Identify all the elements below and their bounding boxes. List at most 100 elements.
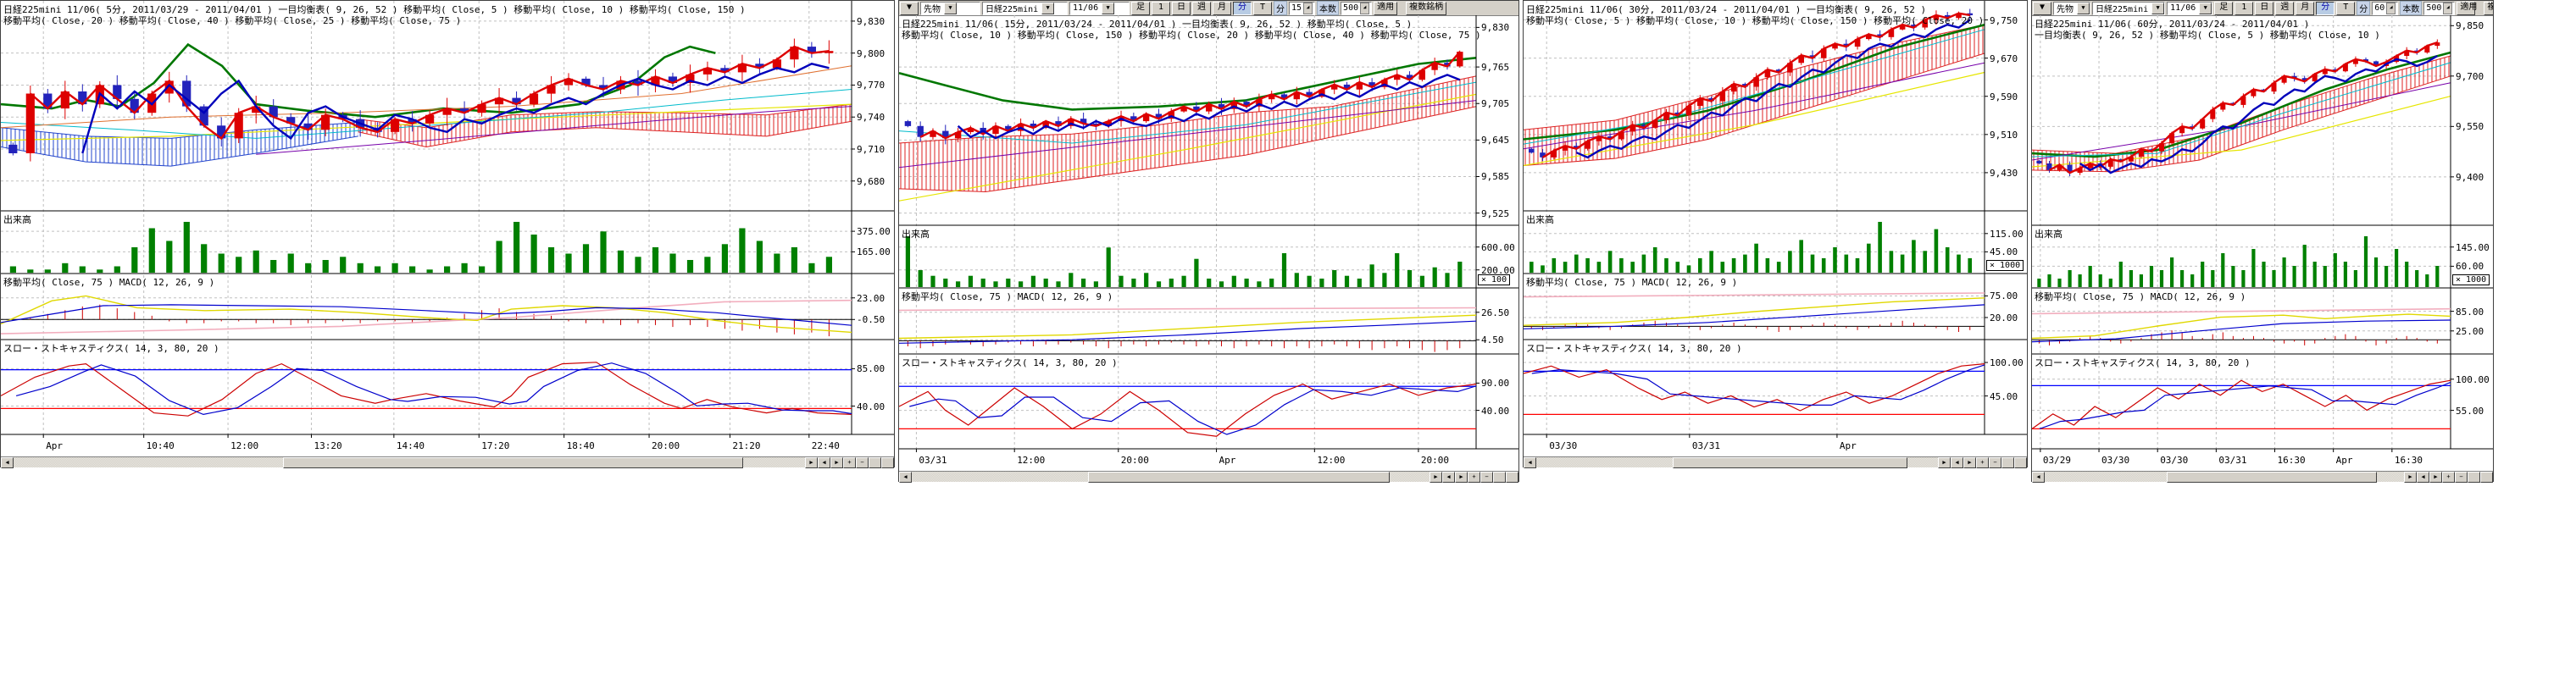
multi-symbol-button[interactable]: 複数銘柄 bbox=[2484, 1, 2493, 15]
period-button-1[interactable]: 1 bbox=[2235, 1, 2254, 15]
instrument-type-select[interactable]: 先物 ▼ bbox=[920, 1, 980, 15]
period-button-週[interactable]: 週 bbox=[1192, 1, 1211, 15]
period-button-週[interactable]: 週 bbox=[2275, 1, 2295, 15]
chart-scale-button[interactable] bbox=[2014, 457, 2027, 468]
bar-type-label-button[interactable]: 足 bbox=[1131, 1, 1150, 15]
apply-button[interactable]: 適用 bbox=[1374, 1, 1398, 15]
chart-scale-button[interactable]: + bbox=[2442, 472, 2455, 483]
chevron-down-icon[interactable]: ▼ bbox=[944, 2, 957, 14]
chart-scale-button[interactable]: ▶ bbox=[1963, 457, 1976, 468]
period-button-T[interactable]: T bbox=[1253, 1, 1272, 15]
period-button-月[interactable]: 月 bbox=[2296, 1, 2315, 15]
time-axis-label: 03/31 bbox=[919, 455, 947, 466]
scroll-left-button[interactable]: ◀ bbox=[1, 457, 14, 468]
period-button-1[interactable]: 1 bbox=[1152, 1, 1170, 15]
bar-count-label: 本数 bbox=[1317, 1, 1340, 15]
chart-scale-button[interactable]: − bbox=[1989, 457, 2001, 468]
chart-scale-button[interactable] bbox=[2480, 472, 2493, 483]
chart-scale-button[interactable] bbox=[869, 457, 881, 468]
time-axis-label: 16:30 bbox=[2277, 455, 2306, 466]
scroll-right-button[interactable]: ▶ bbox=[1430, 472, 1442, 483]
combo-value: 先物 bbox=[924, 5, 941, 14]
price-axis-label: 9,740 bbox=[857, 112, 886, 124]
bar-count-spinner[interactable]: 500 ◢ bbox=[1341, 1, 1373, 15]
price-axis-label: 9,525 bbox=[1481, 207, 1510, 219]
volume-axis-label: 165.00 bbox=[857, 246, 891, 258]
period-button-T[interactable]: T bbox=[2336, 1, 2356, 15]
chart-scale-button[interactable] bbox=[2468, 472, 2480, 483]
chevron-down-icon[interactable]: ▼ bbox=[2077, 2, 2090, 14]
scrollbar-track[interactable] bbox=[1536, 457, 1938, 468]
scroll-left-button[interactable]: ◀ bbox=[1524, 457, 1536, 468]
chart-scale-button[interactable]: + bbox=[1976, 457, 1989, 468]
chart-scale-button[interactable]: ◀ bbox=[1951, 457, 1963, 468]
window-menu-button[interactable]: ▼ bbox=[2033, 1, 2051, 15]
chevron-down-icon[interactable]: ▼ bbox=[2151, 2, 2165, 14]
spinner-arrows-icon[interactable]: ◢ bbox=[1303, 2, 1313, 14]
scrollbar-track[interactable] bbox=[14, 457, 805, 468]
chart-scale-button[interactable]: ◀ bbox=[1442, 472, 1455, 483]
chart-window-30min: 日経225mini 11/06( 30分, 2011/03/24 - 2011/… bbox=[1523, 0, 2028, 468]
scrollbar-thumb[interactable] bbox=[2167, 472, 2378, 483]
period-button-月[interactable]: 月 bbox=[1213, 1, 1231, 15]
volume-multiplier-badge: × 1000 bbox=[2452, 274, 2490, 285]
chart-scale-button[interactable] bbox=[881, 457, 894, 468]
scrollbar-thumb[interactable] bbox=[1087, 472, 1391, 483]
price-axis-label: 9,430 bbox=[1990, 167, 2018, 179]
horizontal-scrollbar[interactable]: ◀ ▶ ◀ ▶ + − bbox=[2032, 471, 2493, 483]
macd-axis-label: 75.00 bbox=[1990, 290, 2018, 302]
scrollbar-thumb[interactable] bbox=[282, 457, 744, 468]
scroll-left-button[interactable]: ◀ bbox=[2032, 472, 2045, 483]
chevron-down-icon[interactable]: ▼ bbox=[1102, 2, 1115, 14]
chart-scale-button[interactable] bbox=[1493, 472, 1506, 483]
spinner-arrows-icon[interactable]: ◢ bbox=[1360, 2, 1370, 14]
chart-scale-button[interactable] bbox=[1506, 472, 1518, 483]
chart-scale-button[interactable]: ▶ bbox=[830, 457, 843, 468]
instrument-type-select[interactable]: 先物 ▼ bbox=[2053, 1, 2090, 15]
price-axis-label: 9,800 bbox=[857, 47, 886, 59]
price-axis-label: 9,590 bbox=[1990, 91, 2018, 102]
time-axis-label: 16:30 bbox=[2394, 455, 2423, 466]
scrollbar-thumb[interactable] bbox=[1673, 457, 1908, 468]
scrollbar-track[interactable] bbox=[912, 472, 1430, 483]
horizontal-scrollbar[interactable]: ◀ ▶ ◀ ▶ + − bbox=[1524, 456, 2027, 468]
contract-month-select[interactable]: 11/06 ▼ bbox=[2167, 1, 2213, 15]
chart-scale-button[interactable]: + bbox=[843, 457, 856, 468]
bar-type-label-button[interactable]: 足 bbox=[2214, 1, 2234, 15]
scroll-right-button[interactable]: ▶ bbox=[2404, 472, 2417, 483]
minutes-spinner[interactable]: 15 ◢ bbox=[1289, 1, 1316, 15]
symbol-select[interactable]: 日経225mini ▼ bbox=[982, 1, 1068, 15]
scroll-right-button[interactable]: ▶ bbox=[805, 457, 818, 468]
minutes-value: 60 bbox=[2374, 3, 2385, 13]
scroll-left-button[interactable]: ◀ bbox=[899, 472, 912, 483]
period-button-分[interactable]: 分 bbox=[2316, 1, 2335, 15]
bar-count-spinner[interactable]: 500 ◢ bbox=[2423, 1, 2456, 15]
period-button-日[interactable]: 日 bbox=[1172, 1, 1191, 15]
chart-scale-button[interactable]: ◀ bbox=[2417, 472, 2429, 483]
window-menu-button[interactable]: ▼ bbox=[900, 1, 919, 15]
chart-scale-button[interactable] bbox=[2001, 457, 2014, 468]
spinner-arrows-icon[interactable]: ◢ bbox=[2443, 2, 2453, 14]
chart-scale-button[interactable]: − bbox=[856, 457, 869, 468]
scroll-right-button[interactable]: ▶ bbox=[1938, 457, 1951, 468]
chart-scale-button[interactable]: ◀ bbox=[818, 457, 830, 468]
minutes-spinner[interactable]: 60 ◢ bbox=[2372, 1, 2399, 15]
chart-scale-button[interactable]: − bbox=[2455, 472, 2468, 483]
chart-scale-button[interactable]: + bbox=[1468, 472, 1480, 483]
scrollbar-track[interactable] bbox=[2045, 472, 2404, 483]
chevron-down-icon[interactable]: ▼ bbox=[1041, 2, 1055, 14]
horizontal-scrollbar[interactable]: ◀ ▶ ◀ ▶ + − bbox=[899, 471, 1518, 483]
chart-scale-button[interactable]: − bbox=[1480, 472, 1493, 483]
chart-scale-button[interactable]: ▶ bbox=[2429, 472, 2442, 483]
multi-symbol-button[interactable]: 複数銘柄 bbox=[1406, 1, 1447, 15]
chevron-down-icon[interactable]: ▼ bbox=[2199, 2, 2212, 14]
period-button-日[interactable]: 日 bbox=[2255, 1, 2274, 15]
horizontal-scrollbar[interactable]: ◀ ▶ ◀ ▶ + − bbox=[1, 456, 894, 468]
symbol-select[interactable]: 日経225mini ▼ bbox=[2092, 1, 2166, 15]
period-button-分[interactable]: 分 bbox=[1233, 1, 1252, 15]
spinner-arrows-icon[interactable]: ◢ bbox=[2386, 2, 2396, 14]
apply-button[interactable]: 適用 bbox=[2457, 1, 2477, 15]
chart-scale-button[interactable]: ▶ bbox=[1455, 472, 1468, 483]
volume-pane-label: 出来高 bbox=[902, 229, 930, 240]
contract-month-select[interactable]: 11/06 ▼ bbox=[1069, 1, 1130, 15]
